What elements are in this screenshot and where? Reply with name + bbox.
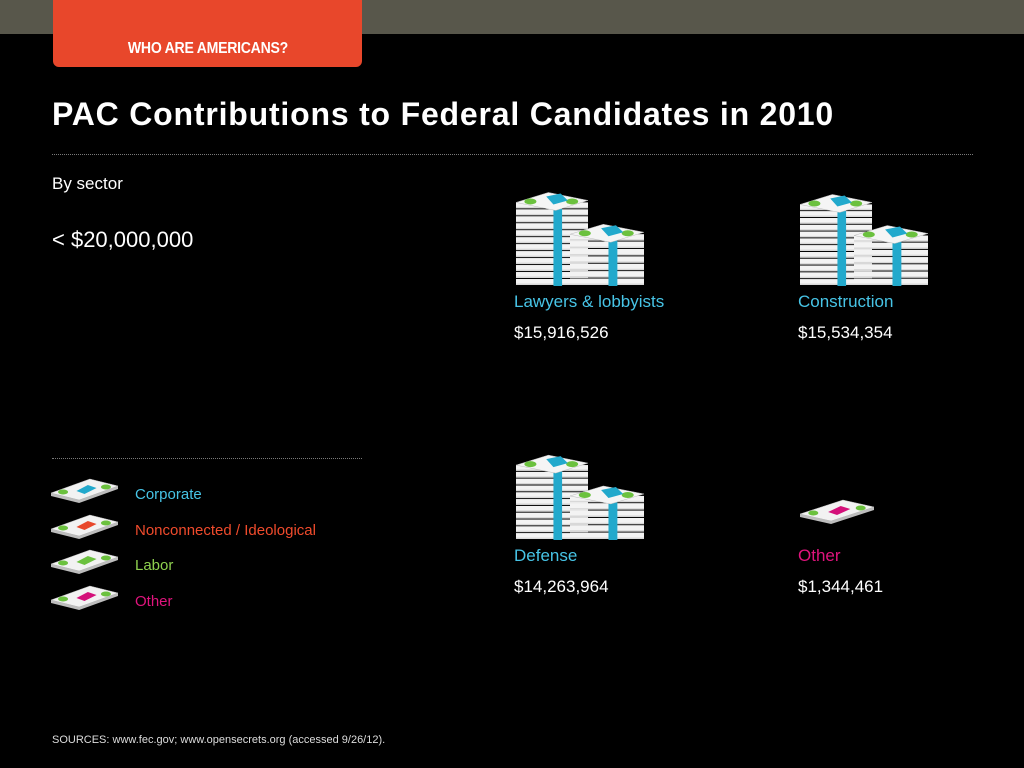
legend-item: Nonconnected / Ideological [50,513,370,547]
sources-note: SOURCES: www.fec.gov; www.opensecrets.or… [52,734,386,746]
money-icon [50,478,119,503]
legend-label: Labor [135,557,174,574]
legend-item: Labor [50,548,370,582]
legend-label: Corporate [135,486,202,503]
legend-label: Nonconnected / Ideological [135,521,316,539]
title-divider [52,154,973,155]
chart-subtitle: By sector [52,174,123,193]
money-icon [50,585,119,610]
section-tab[interactable]: WHO ARE AMERICANS? [53,0,362,67]
sector-label: Defense [514,546,578,565]
legend-label: Other [135,592,173,610]
legend-item: Other [50,584,370,618]
legend-item: Corporate [50,477,370,511]
sector-amount: $15,916,526 [514,323,609,342]
page-title: PAC Contributions to Federal Candidates … [52,96,835,132]
money-stack-icon [515,192,645,286]
sector-amount: $14,263,964 [514,577,609,596]
money-stack-icon [799,499,875,524]
legend-divider [52,458,362,459]
sector-amount: $15,534,354 [798,323,893,342]
money-icon [50,549,119,574]
sector-label: Lawyers & lobbyists [514,292,665,311]
money-stack-icon [515,454,645,540]
money-stack-icon [799,194,929,286]
sector-label: Construction [798,292,894,311]
sector-amount: $1,344,461 [798,577,884,596]
section-tab-label: WHO ARE AMERICANS? [127,40,288,57]
money-icon [50,514,119,539]
sector-label: Other [798,546,841,565]
scale-label: < $20,000,000 [52,227,194,252]
